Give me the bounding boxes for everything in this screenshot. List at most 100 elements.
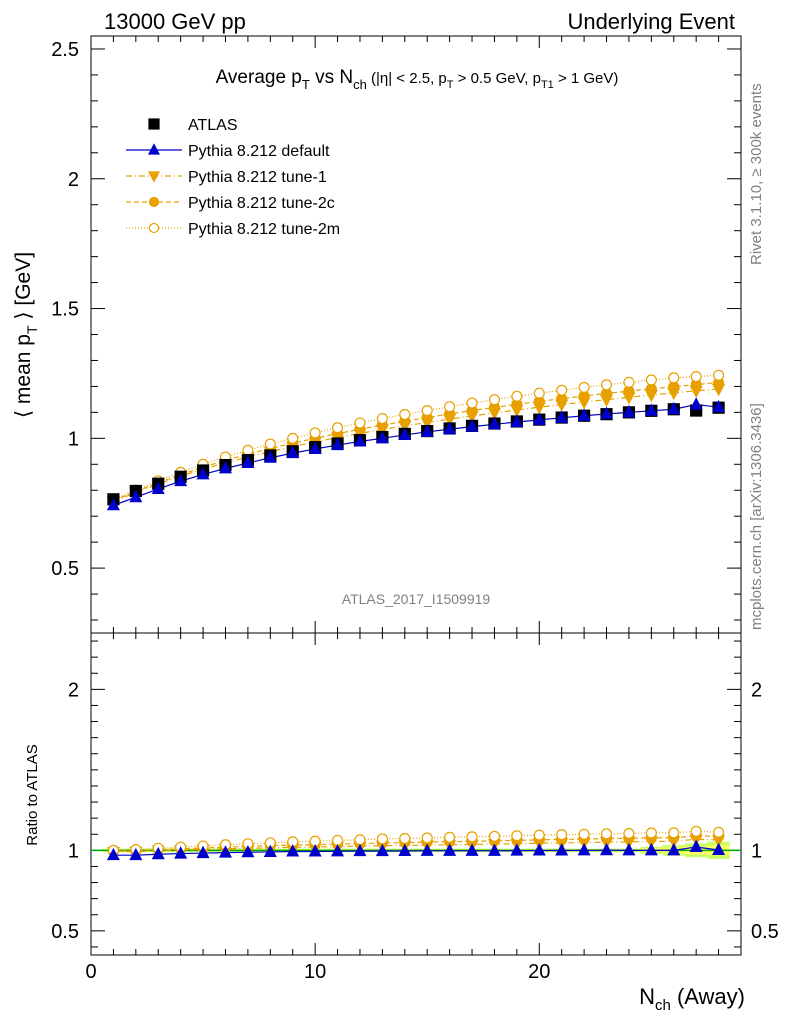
main-point bbox=[532, 412, 546, 425]
main-point bbox=[466, 397, 478, 409]
ratio-axis-label: Ratio to ATLAS bbox=[24, 744, 41, 845]
main-point bbox=[444, 401, 456, 413]
main-point bbox=[263, 450, 277, 463]
legend-marker bbox=[148, 222, 160, 234]
main-line-pythia-8-212-default bbox=[113, 403, 719, 506]
main-point bbox=[196, 467, 210, 480]
main-point bbox=[287, 432, 299, 444]
main-point bbox=[487, 416, 501, 430]
legend-marker bbox=[148, 143, 160, 155]
main-point bbox=[600, 406, 614, 419]
legend-marker bbox=[148, 118, 160, 130]
main-point bbox=[308, 441, 322, 454]
main-point bbox=[421, 405, 433, 417]
main-point bbox=[623, 376, 635, 388]
main-point bbox=[242, 444, 254, 456]
ratio-point bbox=[354, 834, 366, 846]
main-point bbox=[556, 384, 568, 396]
ratio-y-tick-label: 2 bbox=[68, 679, 79, 701]
main-point bbox=[533, 387, 545, 399]
ratio-point bbox=[645, 827, 657, 839]
main-point bbox=[309, 427, 321, 439]
ratio-point bbox=[510, 843, 524, 856]
main-point bbox=[668, 372, 680, 384]
header-right: Underlying Event bbox=[567, 9, 735, 34]
y-tick-label: 1.5 bbox=[51, 299, 79, 321]
ratio-point bbox=[577, 843, 591, 856]
ratio-point bbox=[196, 845, 210, 859]
y-tick-label: 2.5 bbox=[51, 39, 79, 61]
main-point bbox=[712, 399, 726, 413]
series-markers bbox=[106, 369, 726, 861]
main-point bbox=[713, 369, 725, 381]
main-point bbox=[420, 424, 434, 437]
main-point bbox=[578, 381, 590, 394]
main-point bbox=[667, 401, 681, 415]
ratio-point bbox=[375, 843, 389, 857]
ratio-point bbox=[689, 839, 703, 852]
legend-entry: Pythia 8.212 default bbox=[188, 143, 330, 160]
x-axis-label: Nch (Away) bbox=[639, 984, 745, 1014]
main-point bbox=[689, 397, 703, 410]
header-left: 13000 GeV pp bbox=[104, 9, 246, 34]
ratio-point bbox=[308, 844, 322, 857]
ratio-point bbox=[398, 843, 412, 856]
mcplots-label: mcplots.cern.ch [arXiv:1306.3436] bbox=[748, 403, 765, 630]
ratio-point bbox=[421, 832, 433, 844]
main-point bbox=[151, 481, 165, 494]
ratio-point bbox=[263, 844, 277, 857]
legend-entry: ATLAS bbox=[188, 117, 238, 134]
main-point bbox=[106, 497, 120, 511]
main-point bbox=[264, 438, 276, 450]
ratio-point bbox=[623, 827, 635, 839]
y-tick-label: 0.5 bbox=[51, 558, 79, 580]
ratio-point bbox=[420, 843, 434, 856]
ratio-point bbox=[487, 843, 501, 856]
ratio-point bbox=[488, 830, 500, 842]
ratio-point bbox=[600, 842, 614, 856]
main-line-pythia-8-212-tune-2m bbox=[113, 374, 719, 500]
main-point bbox=[129, 489, 143, 503]
ratio-y-tick-label-right: 1 bbox=[751, 840, 762, 862]
main-point bbox=[555, 410, 569, 423]
x-tick-label: 0 bbox=[85, 961, 96, 983]
ratio-point bbox=[129, 847, 143, 861]
ratio-point bbox=[555, 843, 569, 856]
main-point bbox=[622, 405, 636, 418]
analysis-id: ATLAS_2017_I1509919 bbox=[342, 591, 491, 607]
main-point bbox=[398, 427, 412, 440]
x-tick-label: 10 bbox=[304, 961, 326, 983]
axis-ticks bbox=[90, 36, 742, 955]
ratio-point bbox=[151, 846, 165, 860]
series-lines bbox=[113, 374, 719, 856]
y-tick-label: 2 bbox=[68, 169, 79, 191]
ratio-line-pythia-8-212-tune-2c bbox=[113, 835, 719, 852]
ratio-point bbox=[600, 828, 613, 840]
main-point bbox=[331, 437, 345, 451]
ratio-line-pythia-8-212-tune-1 bbox=[113, 838, 719, 853]
legend-marker bbox=[148, 171, 160, 183]
ratio-point bbox=[353, 843, 367, 857]
main-point bbox=[645, 374, 657, 386]
legend-entry: Pythia 8.212 tune-1 bbox=[188, 169, 327, 186]
y-tick-label: 1 bbox=[68, 428, 79, 450]
legend: ATLAS Pythia 8.212 default Pythia 8.212 tu… bbox=[126, 117, 340, 238]
ratio-point bbox=[556, 829, 568, 841]
ratio-point bbox=[443, 843, 457, 856]
ratio-point bbox=[332, 834, 344, 846]
ratio-point bbox=[690, 825, 702, 837]
ratio-point bbox=[511, 830, 523, 842]
main-point bbox=[600, 379, 613, 391]
ratio-panel-frame bbox=[90, 632, 742, 956]
ratio-point bbox=[331, 843, 345, 857]
legend-marker bbox=[148, 196, 160, 208]
main-point bbox=[644, 403, 658, 416]
main-point bbox=[577, 408, 591, 421]
main-point bbox=[332, 422, 344, 434]
ratio-point bbox=[668, 827, 680, 839]
ratio-point bbox=[713, 826, 725, 838]
ratio-point bbox=[578, 828, 590, 840]
ratio-point bbox=[106, 847, 120, 861]
rivet-version-label: Rivet 3.1.10, ≥ 300k events bbox=[748, 83, 765, 265]
